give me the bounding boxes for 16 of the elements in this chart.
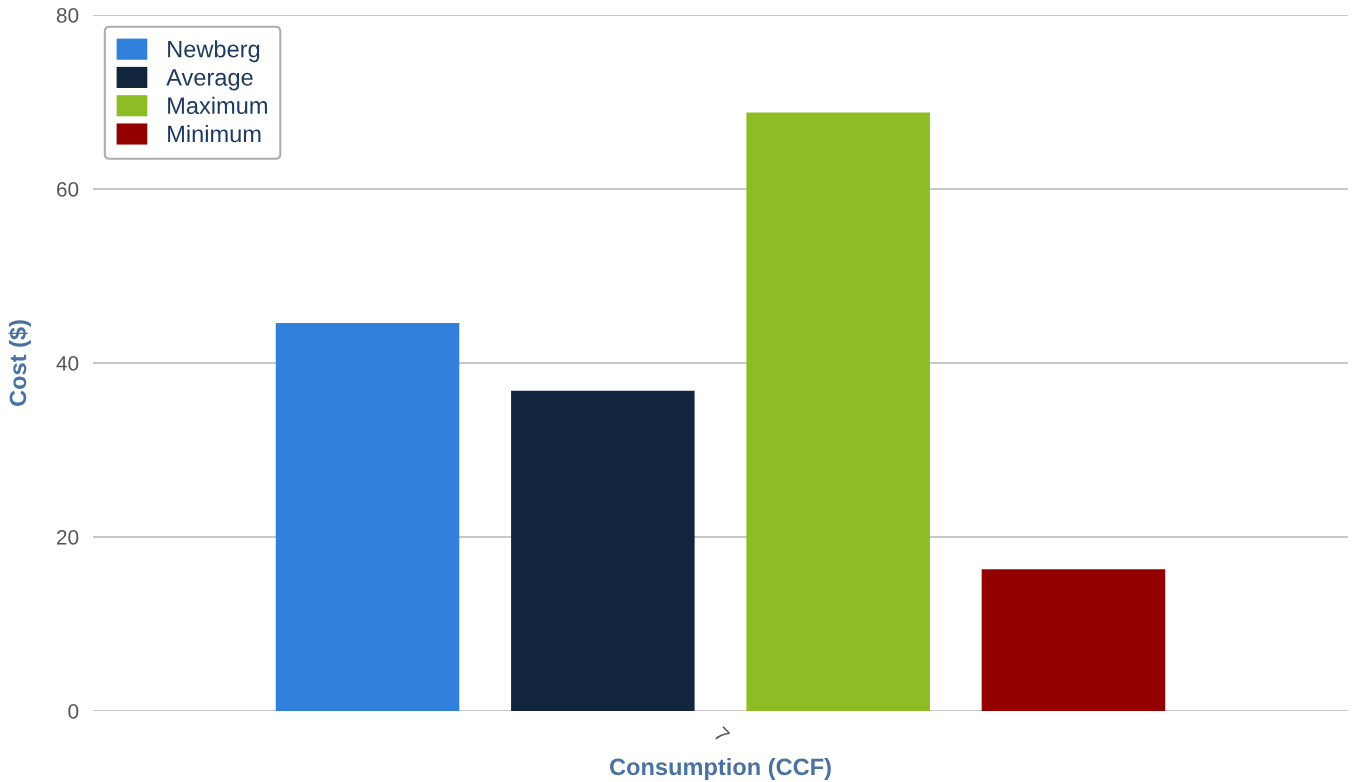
y-tick-label: 0 bbox=[68, 704, 79, 719]
legend-label: Average bbox=[166, 69, 253, 91]
legend-label: Newberg bbox=[168, 40, 260, 63]
legend-label: Minimum bbox=[168, 124, 261, 143]
x-tick-label: 7 bbox=[713, 726, 731, 744]
y-tick-label: 40 bbox=[56, 356, 79, 371]
x-axis-title: Consumption (CCF) bbox=[610, 757, 831, 780]
bar bbox=[746, 112, 930, 711]
legend-label: Maximum bbox=[168, 96, 267, 115]
y-axis-title: Cost ($) bbox=[8, 320, 31, 406]
bar bbox=[275, 322, 460, 711]
y-tick-label: 20 bbox=[56, 530, 79, 545]
y-tick-label: 80 bbox=[56, 8, 79, 23]
bar bbox=[981, 569, 1166, 711]
y-tick-label: 60 bbox=[57, 182, 79, 197]
bar bbox=[511, 390, 695, 711]
